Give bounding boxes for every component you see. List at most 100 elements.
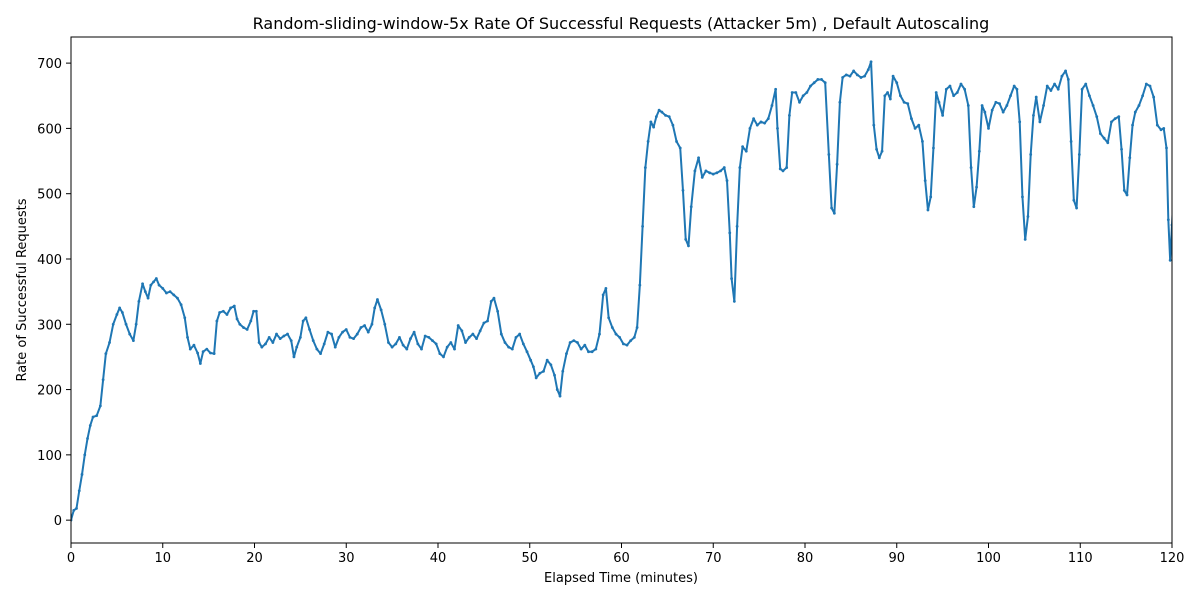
data-point [732,300,736,303]
data-point [805,91,809,94]
data-point [1075,206,1078,210]
data-point [1034,95,1038,99]
data-point [252,309,255,313]
data-point [521,342,525,346]
data-point [1137,104,1141,107]
x-tick-label: 30 [338,551,355,566]
data-point [877,156,881,160]
data-point [687,244,690,248]
data-point [486,319,489,323]
data-point [394,342,398,346]
data-point [929,195,933,199]
data-point [108,341,111,344]
data-point [131,339,135,342]
data-point [460,329,464,333]
data-point [1110,120,1113,124]
data-point [83,453,87,457]
data-point [675,140,678,143]
data-point [165,291,168,295]
data-point [286,332,289,336]
data-point [412,330,416,334]
data-point [525,350,529,354]
data-point [453,347,456,351]
data-point [934,91,938,94]
data-point [719,169,722,173]
data-point [744,149,748,153]
data-point [77,489,81,493]
data-point [830,206,834,210]
data-point [641,224,644,228]
data-point [442,355,445,359]
y-tick-label: 100 [37,449,62,464]
data-point [1088,94,1091,98]
data-point [948,84,952,88]
y-tick-label: 700 [37,57,62,72]
data-point [1056,87,1060,91]
data-point [859,76,863,79]
data-point [565,352,568,356]
data-point [664,113,667,117]
y-tick-label: 500 [37,188,62,203]
data-point [671,123,675,127]
data-point [292,355,296,359]
data-point [963,87,967,91]
data-point [1144,82,1148,86]
data-point [776,127,779,130]
data-point [188,347,192,351]
data-point [471,332,475,336]
data-point [838,100,842,104]
data-point [1001,110,1005,114]
y-tick-label: 600 [37,122,62,137]
data-point [880,149,884,153]
data-point [583,343,587,347]
data-point [906,102,910,105]
data-point [1049,89,1053,92]
data-point [120,311,124,314]
data-point [752,117,756,121]
data-point [510,347,514,351]
data-point [689,205,693,209]
data-point [809,84,812,88]
data-point [215,319,219,323]
data-point [553,373,556,377]
data-point [781,169,785,173]
data-point [172,293,176,297]
data-point [888,97,892,101]
data-point [308,328,311,331]
data-point [205,347,209,351]
data-point [785,166,789,169]
series-line [71,60,1172,521]
data-point [124,322,128,326]
data-point [770,104,774,107]
data-point [431,339,434,342]
data-point [271,341,275,344]
data-point [855,73,859,77]
data-point [1080,87,1084,91]
data-point [748,127,752,130]
data-point [260,345,264,349]
data-point [298,335,302,339]
data-point [917,123,921,127]
x-axis: 0 10 20 30 40 50 60 70 80 90 100 110 120 [67,543,1184,566]
data-point [387,341,390,344]
data-point [545,358,549,362]
data-point [326,330,330,334]
data-point [218,311,222,314]
data-point [1072,198,1076,202]
data-point [1162,127,1166,130]
data-point [1045,84,1049,88]
data-point [1060,74,1064,78]
data-point [245,328,249,331]
data-point [891,74,895,78]
x-tick-label: 70 [705,551,722,566]
x-axis-title: Elapsed Time (minutes) [544,571,698,586]
data-point [763,121,767,125]
data-point [1165,146,1168,150]
data-point [257,341,261,344]
data-point [379,308,383,312]
chart-title: Random-sliding-window-5x Rate Of Success… [253,14,990,33]
data-point [812,81,816,85]
data-point [610,326,614,329]
data-point [983,110,987,114]
data-point [820,78,823,81]
